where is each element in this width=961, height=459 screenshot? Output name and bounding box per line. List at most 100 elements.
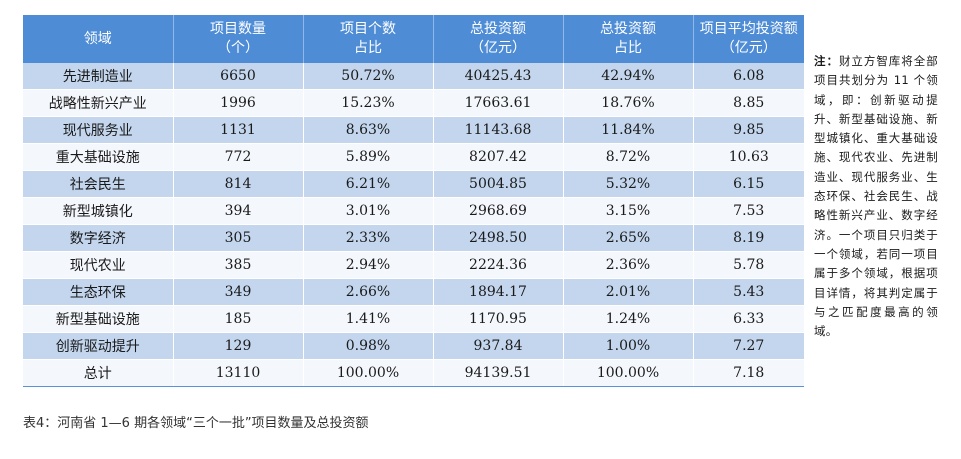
column-header-line: 占比 [614,40,642,56]
value-cell: 5.43 [693,278,804,307]
value-cell: 17663.61 [433,89,564,118]
value-cell: 349 [173,278,304,307]
table-row: 社会民生 814 6.21% 5004.85 5.32% 6.15 [23,170,804,199]
value-cell: 100.00% [303,359,434,388]
table-row: 现代农业 385 2.94% 2224.36 2.36% 5.78 [23,251,804,280]
value-cell: 1131 [173,116,304,145]
sector-name-cell: 创新驱动提升 [23,332,174,361]
column-header-line: （个） [217,40,259,56]
value-cell: 10.63 [693,143,804,172]
column-header: 总投资额 （亿元） [433,15,564,63]
sector-name-cell: 现代服务业 [23,116,174,145]
value-cell: 7.53 [693,197,804,226]
investment-table-container: 领域 项目数量 （个） 项目个数 占比 总投资额 （亿元） 总投资额 占比 项目平均投资额 （亿元）… [23,15,804,388]
value-cell: 11143.68 [433,116,564,145]
column-header-line: 总投资额 [600,21,656,37]
value-cell: 94139.51 [433,359,564,388]
table-row: 现代服务业 1131 8.63% 11143.68 11.84% 9.85 [23,116,804,145]
column-header-line: 项目平均投资额 [699,21,798,37]
sector-name-cell: 先进制造业 [23,63,174,91]
sector-name-cell: 总计 [23,359,174,388]
table-row: 新型基础设施 185 1.41% 1170.95 1.24% 6.33 [23,305,804,334]
column-header-line: 项目个数 [340,21,396,37]
value-cell: 185 [173,305,304,334]
column-header: 领域 [23,15,174,63]
table-row: 生态环保 349 2.66% 1894.17 2.01% 5.43 [23,278,804,307]
value-cell: 394 [173,197,304,226]
value-cell: 5.89% [303,143,434,172]
value-cell: 1.41% [303,305,434,334]
value-cell: 1.00% [563,332,694,361]
value-cell: 2.66% [303,278,434,307]
value-cell: 5004.85 [433,170,564,199]
table-note: 注：财立方智库将全部项目共划分为 11 个领域，即：创新驱动提升、新型基础设施、… [814,52,938,341]
column-header: 项目数量 （个） [173,15,304,63]
value-cell: 42.94% [563,63,694,91]
value-cell: 8207.42 [433,143,564,172]
sector-name-cell: 现代农业 [23,251,174,280]
value-cell: 0.98% [303,332,434,361]
column-header: 项目平均投资额 （亿元） [693,15,804,63]
value-cell: 15.23% [303,89,434,118]
column-header-line: （亿元） [720,40,777,56]
sector-name-cell: 社会民生 [23,170,174,199]
value-cell: 2.36% [563,251,694,280]
value-cell: 1996 [173,89,304,118]
value-cell: 814 [173,170,304,199]
column-header: 总投资额 占比 [563,15,694,63]
table-body: 先进制造业 6650 50.72% 40425.43 42.94% 6.08 战略性新兴产业… [23,63,804,388]
column-header-line: 占比 [354,40,382,56]
note-text: 财立方智库将全部项目共划分为 11 个领域，即：创新驱动提升、新型基础设施、新型… [814,54,938,339]
value-cell: 305 [173,224,304,253]
value-cell: 18.76% [563,89,694,118]
value-cell: 3.01% [303,197,434,226]
table-row: 先进制造业 6650 50.72% 40425.43 42.94% 6.08 [23,63,804,91]
sector-name-cell: 战略性新兴产业 [23,89,174,118]
value-cell: 1.24% [563,305,694,334]
value-cell: 8.63% [303,116,434,145]
column-header-line: 项目数量 [210,21,266,37]
value-cell: 937.84 [433,332,564,361]
sector-name-cell: 数字经济 [23,224,174,253]
value-cell: 8.72% [563,143,694,172]
value-cell: 2224.36 [433,251,564,280]
value-cell: 2498.50 [433,224,564,253]
column-header-line: 领域 [83,30,112,47]
value-cell: 772 [173,143,304,172]
value-cell: 7.27 [693,332,804,361]
value-cell: 6.08 [693,63,804,91]
value-cell: 40425.43 [433,63,564,91]
column-header-line: （亿元） [470,40,526,56]
value-cell: 9.85 [693,116,804,145]
value-cell: 2.94% [303,251,434,280]
sector-name-cell: 新型基础设施 [23,305,174,334]
value-cell: 6650 [173,63,304,91]
table-caption: 表4：河南省 1—6 期各领域“三个一批”项目数量及总投资额 [23,416,369,431]
value-cell: 8.85 [693,89,804,118]
value-cell: 129 [173,332,304,361]
value-cell: 2968.69 [433,197,564,226]
table-row: 新型城镇化 394 3.01% 2968.69 3.15% 7.53 [23,197,804,226]
value-cell: 2.33% [303,224,434,253]
value-cell: 1894.17 [433,278,564,307]
value-cell: 1170.95 [433,305,564,334]
header-row: 领域 项目数量 （个） 项目个数 占比 总投资额 （亿元） 总投资额 占比 项目平均投资额 （亿元） [23,15,804,63]
value-cell: 385 [173,251,304,280]
value-cell: 7.18 [693,359,804,388]
value-cell: 6.21% [303,170,434,199]
value-cell: 11.84% [563,116,694,145]
column-header-line: 总投资额 [470,21,526,37]
value-cell: 13110 [173,359,304,388]
total-row: 总计 13110 100.00% 94139.51 100.00% 7.18 [23,359,804,388]
table-row: 数字经济 305 2.33% 2498.50 2.65% 8.19 [23,224,804,253]
table-row: 战略性新兴产业 1996 15.23% 17663.61 18.76% 8.85 [23,89,804,118]
note-label: 注： [814,54,839,68]
value-cell: 5.78 [693,251,804,280]
column-header: 项目个数 占比 [303,15,434,63]
table-row: 重大基础设施 772 5.89% 8207.42 8.72% 10.63 [23,143,804,172]
value-cell: 100.00% [563,359,694,388]
value-cell: 6.33 [693,305,804,334]
value-cell: 5.32% [563,170,694,199]
sector-name-cell: 重大基础设施 [23,143,174,172]
sector-name-cell: 生态环保 [23,278,174,307]
